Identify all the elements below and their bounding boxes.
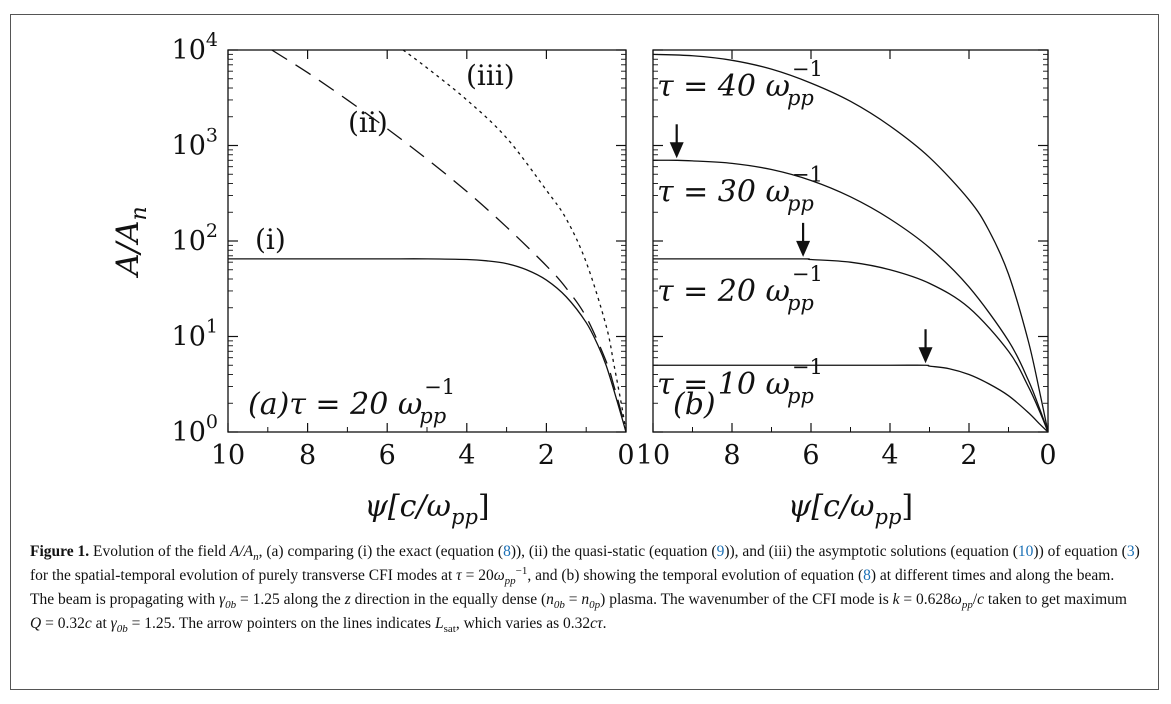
caption-text: = 1.25. The arrow pointers on the lines … — [127, 615, 435, 632]
series-line — [228, 258, 626, 432]
curve-label: τ = 20 ωpp−1 — [657, 262, 823, 315]
equation-ref[interactable]: 3 — [1126, 543, 1135, 560]
equation-ref[interactable]: 9 — [716, 543, 725, 560]
x-tick-label: 0 — [1039, 440, 1056, 471]
caption-text: = 0.32 — [41, 615, 85, 632]
equation-ref[interactable]: 8 — [503, 543, 511, 560]
caption-text: γ — [110, 615, 117, 632]
caption-text: taken to get maximum — [984, 591, 1127, 608]
caption-text: c — [977, 591, 985, 608]
caption-text: 0b — [116, 623, 128, 636]
caption-text: cτ — [590, 615, 603, 632]
curve-label: τ = 10 ωpp−1 — [657, 355, 823, 408]
equation-ref[interactable]: 10 — [1017, 543, 1034, 560]
series-line — [653, 364, 1048, 432]
panel-a: 10 8 6 4 2 0 100 101 102 103 104 ψ[c/ωpp] A/An (i) (ii… — [110, 29, 635, 529]
curve-annotation: (i) — [255, 223, 286, 256]
caption-text: c — [84, 615, 92, 632]
y-tick-label: 102 — [172, 220, 218, 257]
x-tick-label: 4 — [881, 440, 898, 471]
x-tick-label: 0 — [617, 440, 634, 471]
y-tick-label: 103 — [172, 125, 218, 162]
caption-text: sat — [443, 623, 456, 636]
panel-label: (b) — [673, 387, 716, 422]
caption-text: ω — [493, 567, 505, 584]
caption-text: , and (b) showing the temporal evolution… — [527, 567, 864, 584]
caption-text: = — [564, 591, 582, 608]
caption-text: Q — [30, 615, 42, 632]
series-line — [653, 53, 1048, 432]
caption-text: , which varies as 0.32 — [455, 615, 591, 632]
y-tick-label: 100 — [172, 411, 218, 448]
x-tick-label: 6 — [379, 440, 396, 471]
caption-text: n — [546, 591, 554, 608]
caption-text: 0b — [553, 599, 565, 612]
curve-label: τ = 30 ωpp−1 — [657, 162, 823, 215]
y-axis-label: A/An — [110, 206, 152, 278]
caption-text: 0p — [589, 599, 601, 612]
x-tick-label: 2 — [538, 440, 555, 471]
caption-text: = 20 — [461, 567, 494, 584]
y-tick-label: 104 — [172, 29, 218, 66]
caption-text: τ — [456, 567, 462, 584]
caption-text: n — [253, 551, 259, 564]
x-axis-label: ψ[c/ωpp] — [788, 489, 913, 529]
caption-text: )), (ii) the quasi-static (equation ( — [510, 543, 717, 560]
x-tick-label: 8 — [723, 440, 740, 471]
caption-text: ) at different times and along the beam.… — [30, 567, 1115, 608]
caption-text: )), and (iii) the asymptotic solutions (… — [724, 543, 1018, 560]
caption-text: 0b — [225, 599, 237, 612]
caption-text: n — [581, 591, 590, 608]
x-tick-label: 10 — [211, 440, 245, 471]
curve-label: τ = 40 ωpp−1 — [657, 57, 823, 110]
x-tick-label: 10 — [636, 440, 670, 471]
lsat-arrow-head — [796, 240, 811, 257]
figure-caption: Figure 1. Evolution of the field A/An, (… — [30, 540, 1140, 636]
caption-text: ) plasma. The wavenumber of the CFI mode… — [600, 591, 893, 608]
y-tick-label: 101 — [172, 316, 218, 353]
caption-text: , (a) comparing (i) the exact (equation … — [258, 543, 504, 560]
caption-text: ω — [950, 591, 962, 608]
caption-text: pp — [504, 575, 516, 588]
caption-text: L — [434, 615, 444, 632]
figure-plots: 10 8 6 4 2 0100101102103104ψ[c/ωpp]A/An(i)(ii… — [110, 29, 1057, 529]
caption-text: at — [91, 615, 111, 632]
caption-text: k — [892, 591, 900, 608]
caption-text: )) of equation ( — [1033, 543, 1127, 560]
caption-text: . — [602, 615, 607, 632]
panel-label: (a)τ = 20 ωpp−1 — [248, 375, 455, 428]
caption-text: ) for the spatial-temporal evolution of … — [30, 543, 1140, 584]
caption-text: z — [344, 591, 351, 608]
caption-text: −1 — [515, 564, 528, 577]
series-line — [653, 159, 1048, 432]
equation-ref[interactable]: 8 — [863, 567, 871, 584]
caption-label: Figure 1. — [30, 543, 90, 560]
curve-annotation: (ii) — [348, 106, 388, 139]
x-tick-label: 2 — [960, 440, 977, 471]
lsat-arrow-head — [918, 347, 933, 364]
x-axis-label: ψ[c/ωpp] — [364, 489, 489, 529]
curve-annotation: (iii) — [466, 59, 515, 92]
caption-text: pp — [961, 599, 973, 612]
lsat-arrow-head — [669, 142, 684, 159]
caption-text: / — [972, 591, 978, 608]
x-tick-label: 6 — [802, 440, 819, 471]
series-line — [271, 50, 626, 432]
caption-text: direction in the equally dense ( — [350, 591, 547, 608]
caption-text: Evolution of the field — [89, 543, 230, 560]
x-tick-label: 4 — [458, 440, 475, 471]
figure-frame — [10, 14, 1159, 690]
series-line — [653, 258, 1048, 432]
caption-text: γ — [218, 591, 226, 608]
caption-text: = 0.628 — [899, 591, 951, 608]
x-tick-label: 8 — [299, 440, 316, 471]
panel-b: 10 8 6 4 2 0 ψ[c/ωpp] (b) τ = 40 ωpp−1 τ = 30 ωpp… — [636, 49, 1057, 529]
caption-text: A/A — [229, 543, 254, 560]
caption-text: = 1.25 along the — [236, 591, 345, 608]
